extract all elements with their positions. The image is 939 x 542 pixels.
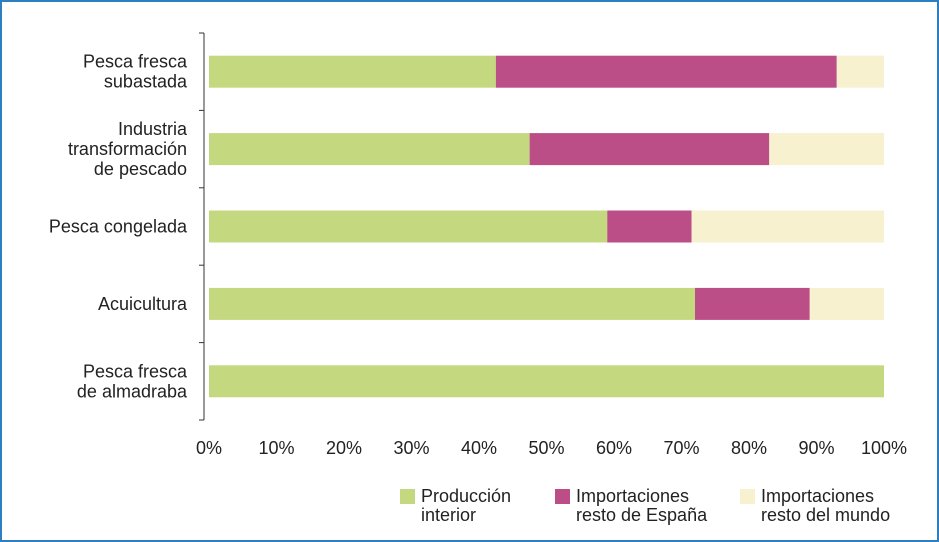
x-tick-label: 100% <box>861 438 907 458</box>
bar-segment <box>836 55 884 88</box>
legend-swatch <box>555 489 570 504</box>
bar-segment <box>809 287 884 320</box>
category-label: Pesca fresca de almadraba <box>77 361 188 401</box>
legend-swatch <box>740 489 755 504</box>
bar-segment <box>607 210 692 243</box>
bar-segment <box>209 210 608 243</box>
legend-swatch <box>400 489 415 504</box>
x-tick-label: 40% <box>461 438 497 458</box>
bar-segment <box>769 133 884 166</box>
x-tick-label: 50% <box>528 438 564 458</box>
bar-segment <box>695 287 810 320</box>
category-label: Pesca fresca subastada <box>83 52 188 92</box>
x-tick-label: 90% <box>798 438 834 458</box>
x-tick-label: 30% <box>393 438 429 458</box>
bar-segment <box>495 55 837 88</box>
legend-label: Producción interior <box>421 486 511 525</box>
bar-segment <box>209 133 530 166</box>
bar-segment <box>209 365 884 398</box>
x-tick-label: 70% <box>663 438 699 458</box>
x-tick-label: 20% <box>326 438 362 458</box>
category-label: Pesca congelada <box>49 217 188 237</box>
category-label: Acuicultura <box>98 294 188 314</box>
x-tick-label: 10% <box>258 438 294 458</box>
bar-segment <box>691 210 884 243</box>
bar-segment <box>209 287 695 320</box>
bar-segment <box>529 133 770 166</box>
bar-segment <box>209 55 496 88</box>
x-tick-label: 80% <box>731 438 767 458</box>
legend-label: Importaciones resto del mundo <box>761 486 890 525</box>
legend-label: Importaciones resto de España <box>576 486 708 525</box>
category-label: Industria transformación de pescado <box>68 119 188 179</box>
x-tick-label: 0% <box>196 438 222 458</box>
x-tick-label: 60% <box>596 438 632 458</box>
